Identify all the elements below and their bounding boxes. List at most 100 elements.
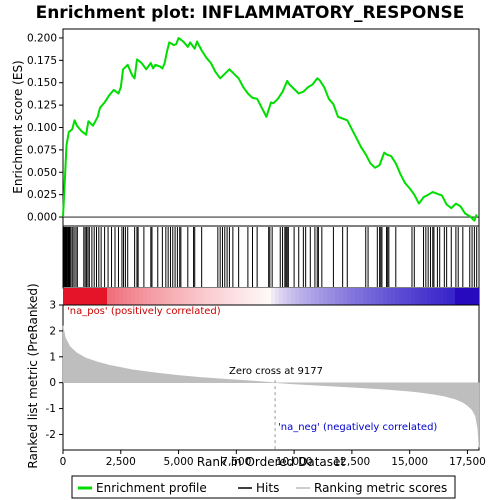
rank-bar-segment <box>419 288 424 305</box>
rank-bar-segment <box>195 288 200 305</box>
rank-bar-segment <box>259 288 264 305</box>
rank-bar-segment <box>239 288 244 305</box>
rank-bar-segment <box>379 288 384 305</box>
rank-bar-segment <box>251 288 256 305</box>
rank-bar-segment <box>179 288 184 305</box>
legend: Enrichment profile Hits Ranking metric s… <box>71 475 456 499</box>
rank-bar-segment <box>91 288 96 305</box>
rank-bar-segment <box>383 288 388 305</box>
rank-bar-segment <box>319 288 324 305</box>
hits-layer <box>62 227 478 287</box>
metric-tick-label: 0 <box>49 377 56 389</box>
rank-bar-segment <box>283 288 288 305</box>
rank-bar-segment <box>327 288 332 305</box>
rank-bar-segment <box>339 288 344 305</box>
neg-correlated-label: 'na_neg' (negatively correlated) <box>278 422 437 433</box>
rank-bar-segment <box>255 288 260 305</box>
rank-bar-segment <box>447 288 452 305</box>
es-tick-label: 0.025 <box>27 189 57 201</box>
rank-bar-segment <box>87 288 92 305</box>
rank-bar-segment <box>103 288 108 305</box>
es-panel <box>62 28 480 227</box>
rank-bar-segment <box>115 288 120 305</box>
rank-bar-segment <box>119 288 124 305</box>
x-axis-label: Rank in Ordered Dataset <box>197 455 345 469</box>
rank-bar-segment <box>395 288 400 305</box>
rank-bar-segment <box>75 288 80 305</box>
hits-panel <box>62 225 480 289</box>
es-tick-label: 0.125 <box>27 100 57 112</box>
rank-bar-segment <box>467 288 472 305</box>
rank-bar-segment <box>363 288 368 305</box>
rank-bar-segment <box>399 288 404 305</box>
rank-bar-segment <box>287 288 292 305</box>
rank-bar-segment <box>295 288 300 305</box>
rank-bar-segment <box>323 288 328 305</box>
y-axis-label-metric: Ranked list metric (PreRanked) <box>26 283 40 468</box>
rank-bar-segment <box>139 288 144 305</box>
zero-cross-label: Zero cross at 9177 <box>229 366 323 377</box>
rank-bar-segment <box>451 288 456 305</box>
x-tick-label: 15,000 <box>391 456 428 468</box>
rank-bar-segment <box>155 288 160 305</box>
es-tick-label: 0.175 <box>27 55 57 67</box>
enrichment-profile-line <box>62 37 478 222</box>
rank-bar-segment <box>167 288 172 305</box>
rank-bar-segment <box>387 288 392 305</box>
es-tick-label: 0.100 <box>27 122 57 134</box>
rank-bar-segment <box>163 288 168 305</box>
rank-bar-segment <box>391 288 396 305</box>
rank-bar-segment <box>243 288 248 305</box>
rank-bar-segment <box>175 288 180 305</box>
rank-bar-segment <box>455 288 460 305</box>
rank-bar-segment <box>207 288 212 305</box>
rank-bar-segment <box>315 288 320 305</box>
rank-bar-segment <box>463 288 468 305</box>
rank-bar-segment <box>459 288 464 305</box>
x-tick-label: 7,500 <box>221 456 251 468</box>
rank-bar-segment <box>343 288 348 305</box>
rank-bar-segment <box>331 288 336 305</box>
rank-bar-segment <box>291 288 296 305</box>
rank-bar-segment <box>223 288 228 305</box>
rank-bar-segment <box>359 288 364 305</box>
rank-bar-segment <box>335 288 340 305</box>
rank-bar-segment <box>71 288 76 305</box>
rank-bar-segment <box>471 288 476 305</box>
rank-bar-segment <box>127 288 132 305</box>
es-tick-label: 0.200 <box>27 32 57 44</box>
rank-bar-segment <box>235 288 240 305</box>
rank-bar-segment <box>279 288 284 305</box>
ranking-metric-area <box>62 325 480 448</box>
rank-bar-segment <box>107 288 112 305</box>
rank-bar-segment <box>275 288 280 305</box>
rank-bar-segment <box>411 288 416 305</box>
rank-bar-segment <box>79 288 84 305</box>
rank-bar-segment <box>183 288 188 305</box>
es-tick-label: 0.075 <box>27 144 57 156</box>
rank-bar-segment <box>83 288 88 305</box>
metric-tick-label: 2 <box>49 325 56 337</box>
rank-bar-segment <box>423 288 428 305</box>
rank-bar-segment <box>147 288 152 305</box>
rank-bar-segment <box>375 288 380 305</box>
rank-bar-segment <box>307 288 312 305</box>
x-tick-label: 17,500 <box>449 456 486 468</box>
metric-tick-label: -1 <box>46 403 56 415</box>
x-tick-label: 2,500 <box>106 456 136 468</box>
rank-bar-segment <box>211 288 216 305</box>
metric-tick-label: 3 <box>49 300 56 312</box>
rank-bar-segment <box>99 288 104 305</box>
rank-bar-segment <box>131 288 136 305</box>
rank-bar-segment <box>215 288 220 305</box>
x-tick-label: 0 <box>60 456 67 468</box>
rank-bar-segment <box>427 288 432 305</box>
rank-bar-segment <box>111 288 116 305</box>
rank-bar-segment <box>203 288 208 305</box>
rank-bar-segment <box>199 288 204 305</box>
rank-bar-segment <box>151 288 156 305</box>
chart-title: Enrichment plot: INFLAMMATORY_RESPONSE <box>36 3 465 23</box>
rank-bar-segment <box>347 288 352 305</box>
rank-bar-segment <box>407 288 412 305</box>
